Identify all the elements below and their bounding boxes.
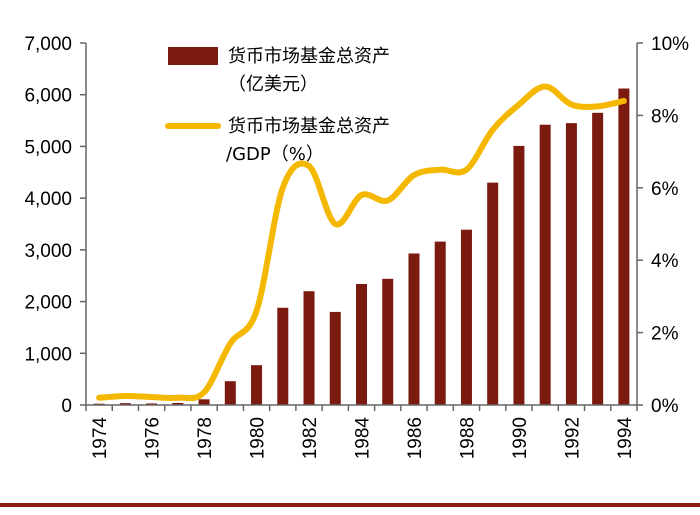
- legend-bar-label-line2: （亿美元）: [228, 74, 318, 95]
- bar-1994: [618, 88, 630, 405]
- legend-bar-swatch: [168, 47, 218, 65]
- bar-1984: [356, 283, 367, 405]
- bar-1979: [224, 381, 236, 405]
- x-tick-label: 1986: [405, 417, 426, 459]
- left-tick-label: 4,000: [24, 189, 72, 210]
- left-axis-ticks: 0 1,000 2,000 3,000 4,000 5,000 6,000 7,000: [24, 34, 86, 417]
- right-tick-label: 4%: [651, 251, 679, 272]
- x-tick-label: 1992: [562, 417, 583, 459]
- chart-bottom-border: [0, 503, 700, 507]
- right-tick-label: 8%: [651, 106, 679, 127]
- x-tick-label: 1994: [615, 417, 636, 460]
- left-tick-label: 3,000: [24, 241, 72, 262]
- right-tick-label: 2%: [651, 324, 679, 345]
- x-tick-label: 1982: [300, 417, 321, 459]
- left-tick-label: 7,000: [24, 34, 72, 55]
- x-tick-label: 1978: [195, 417, 216, 459]
- bar-1985: [382, 278, 394, 405]
- x-axis-ticks: 1974 1976 1978 1980 1982 1984 1986 1988 1990 1992…: [85, 405, 638, 460]
- bar-1990: [513, 145, 525, 405]
- x-tick-label: 1974: [90, 417, 111, 460]
- bar-1977: [172, 402, 184, 405]
- bar-1981: [277, 307, 289, 405]
- bar-1992: [565, 123, 577, 406]
- right-tick-label: 6%: [651, 179, 679, 200]
- legend-line-label-line1: 货币市场基金总资产: [228, 116, 390, 137]
- bar-1978: [198, 399, 210, 405]
- ratio-line: [96, 83, 627, 402]
- bar-1987: [434, 241, 446, 405]
- bar-1988: [460, 229, 472, 405]
- x-tick-label: 1980: [248, 417, 269, 459]
- bar-1993: [592, 112, 604, 406]
- bar-1980: [251, 365, 263, 405]
- left-tick-label: 5,000: [24, 137, 72, 158]
- left-tick-label: 1,000: [24, 344, 72, 365]
- legend-bar-label-line1: 货币市场基金总资产: [228, 46, 390, 67]
- x-tick-label: 1976: [143, 417, 164, 459]
- left-tick-label: 0: [61, 396, 72, 417]
- bar-1989: [487, 182, 499, 405]
- bar-1975: [119, 403, 131, 405]
- bar-1991: [539, 124, 551, 406]
- x-tick-label: 1988: [457, 417, 478, 459]
- bar-series: [93, 88, 630, 406]
- left-tick-label: 2,000: [24, 293, 72, 314]
- x-tick-label: 1984: [353, 417, 374, 460]
- bar-1983: [329, 311, 341, 405]
- x-tick-label: 1990: [510, 417, 531, 459]
- bar-1976: [146, 403, 158, 405]
- left-tick-label: 6,000: [24, 86, 72, 107]
- right-tick-label: 0%: [651, 396, 679, 417]
- legend: 货币市场基金总资产 （亿美元） 货币市场基金总资产 /GDP（%）: [165, 46, 390, 165]
- bar-1986: [408, 253, 420, 405]
- legend-line-label-line2: /GDP（%）: [226, 144, 324, 165]
- right-axis-ticks: 0% 2% 4% 6% 8% 10%: [637, 34, 689, 417]
- right-tick-label: 10%: [651, 34, 689, 55]
- bar-1982: [303, 291, 315, 405]
